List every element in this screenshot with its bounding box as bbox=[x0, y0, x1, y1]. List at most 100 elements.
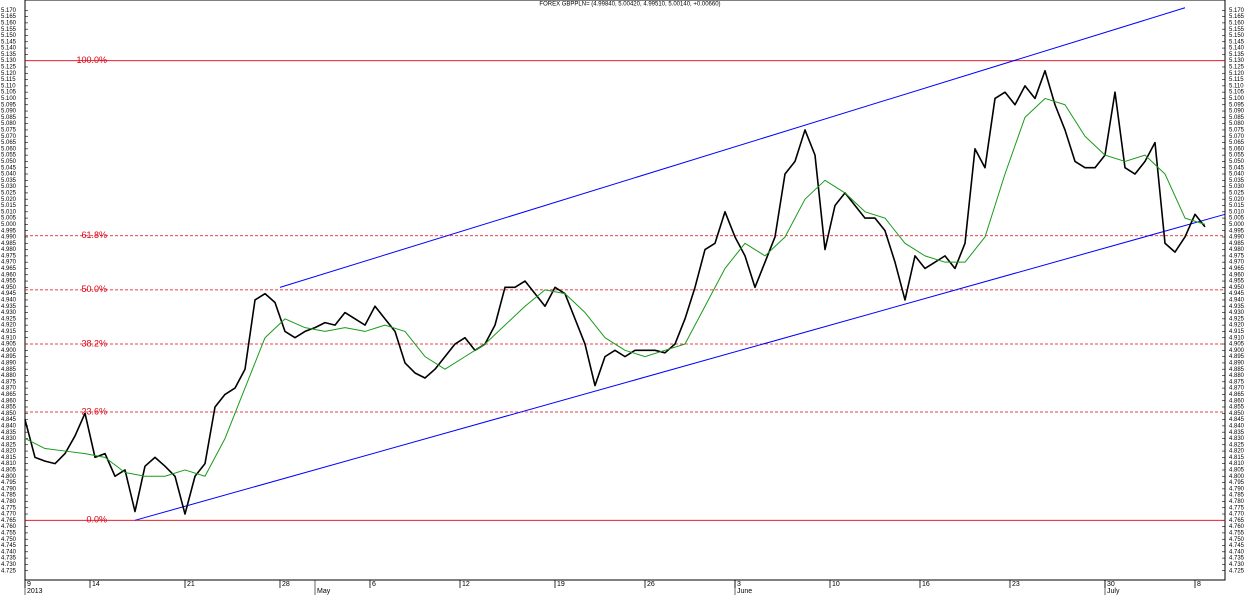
y-tick-label-left: 5.080 bbox=[1, 121, 17, 127]
y-tick-label-right: 5.095 bbox=[1229, 102, 1245, 108]
y-tick-label-left: 5.010 bbox=[1, 209, 17, 215]
y-tick-label-right: 4.805 bbox=[1229, 468, 1245, 474]
y-tick-label-left: 4.920 bbox=[1, 323, 17, 329]
y-tick-label-left: 4.880 bbox=[1, 373, 17, 379]
y-tick-label-left: 4.995 bbox=[1, 228, 17, 234]
y-tick-label-right: 4.995 bbox=[1229, 228, 1245, 234]
y-tick-label-right: 4.925 bbox=[1229, 316, 1245, 322]
y-tick-label-right: 5.170 bbox=[1229, 8, 1245, 14]
y-tick-label-left: 4.980 bbox=[1, 247, 17, 253]
y-tick-label-right: 4.735 bbox=[1229, 556, 1245, 562]
y-tick-label-left: 5.035 bbox=[1, 178, 17, 184]
y-tick-label-right: 5.140 bbox=[1229, 46, 1245, 52]
y-tick-label-left: 5.110 bbox=[1, 83, 16, 89]
y-tick-label-right: 4.840 bbox=[1229, 423, 1245, 429]
y-tick-label-right: 4.960 bbox=[1229, 272, 1245, 278]
y-tick-label-left: 4.795 bbox=[1, 480, 17, 486]
x-tick-label: 23 bbox=[1012, 581, 1020, 588]
y-tick-label-left: 5.015 bbox=[1, 203, 17, 209]
y-tick-label-right: 5.030 bbox=[1229, 184, 1245, 190]
y-tick-label-right: 4.770 bbox=[1229, 512, 1245, 518]
y-tick-label-right: 5.055 bbox=[1229, 153, 1245, 159]
chart-title: FOREX GBPPLN= (4.99840, 5.00420, 4.99510… bbox=[539, 2, 720, 8]
y-tick-label-right: 5.085 bbox=[1229, 115, 1245, 121]
y-tick-label-left: 5.040 bbox=[1, 172, 17, 178]
y-tick-label-left: 4.940 bbox=[1, 298, 17, 304]
y-tick-label-left: 5.100 bbox=[1, 96, 17, 102]
y-tick-label-left: 5.125 bbox=[1, 65, 17, 71]
y-tick-label-left: 5.120 bbox=[1, 71, 17, 77]
y-tick-label-right: 4.930 bbox=[1229, 310, 1245, 316]
y-tick-label-left: 4.740 bbox=[1, 549, 17, 555]
y-tick-label-right: 4.785 bbox=[1229, 493, 1245, 499]
y-tick-label-left: 4.875 bbox=[1, 379, 17, 385]
y-tick-label-left: 4.985 bbox=[1, 241, 17, 247]
y-tick-label-right: 4.945 bbox=[1229, 291, 1245, 297]
y-tick-label-left: 4.765 bbox=[1, 518, 17, 524]
y-tick-label-right: 4.955 bbox=[1229, 279, 1245, 285]
y-tick-label-right: 5.100 bbox=[1229, 96, 1245, 102]
y-tick-label-right: 4.790 bbox=[1229, 486, 1245, 492]
y-tick-label-right: 4.815 bbox=[1229, 455, 1245, 461]
period-label: July bbox=[1107, 588, 1120, 595]
y-tick-label-left: 4.890 bbox=[1, 360, 17, 366]
y-tick-label-right: 5.070 bbox=[1229, 134, 1245, 140]
y-tick-label-right: 4.920 bbox=[1229, 323, 1245, 329]
y-tick-label-left: 4.960 bbox=[1, 272, 17, 278]
price-line bbox=[24, 97, 1206, 477]
channel-line bbox=[134, 213, 1226, 521]
fib-level-label: 38.2% bbox=[81, 338, 107, 348]
y-tick-label-left: 5.020 bbox=[1, 197, 17, 203]
y-tick-label-left: 4.855 bbox=[1, 405, 17, 411]
y-tick-label-right: 4.795 bbox=[1229, 480, 1245, 486]
y-tick-label-left: 5.115 bbox=[1, 77, 16, 83]
y-tick-label-right: 5.115 bbox=[1229, 77, 1244, 83]
y-tick-label-right: 4.810 bbox=[1229, 461, 1245, 467]
y-tick-label-left: 4.970 bbox=[1, 260, 17, 266]
y-tick-label-right: 4.885 bbox=[1229, 367, 1245, 373]
y-tick-label-right: 4.730 bbox=[1229, 562, 1245, 568]
y-tick-label-right: 5.145 bbox=[1229, 39, 1245, 45]
y-tick-label-left: 4.885 bbox=[1, 367, 17, 373]
y-tick-label-right: 4.880 bbox=[1229, 373, 1245, 379]
y-tick-label-left: 4.910 bbox=[1, 335, 17, 341]
x-tick-label: 12 bbox=[462, 581, 470, 588]
x-tick-label: 10 bbox=[832, 581, 840, 588]
y-tick-label-left: 5.055 bbox=[1, 153, 17, 159]
y-tick-label-right: 5.150 bbox=[1229, 33, 1245, 39]
y-tick-label-right: 5.165 bbox=[1229, 14, 1245, 20]
y-tick-label-right: 4.725 bbox=[1229, 568, 1245, 574]
y-tick-label-right: 5.120 bbox=[1229, 71, 1245, 77]
y-tick-label-left: 4.790 bbox=[1, 486, 17, 492]
fib-level-label: 61.8% bbox=[81, 230, 107, 240]
y-tick-label-right: 4.985 bbox=[1229, 241, 1245, 247]
y-tick-label-left: 4.895 bbox=[1, 354, 17, 360]
y-tick-label-right: 5.020 bbox=[1229, 197, 1245, 203]
y-tick-label-left: 5.045 bbox=[1, 165, 17, 171]
y-tick-label-right: 4.915 bbox=[1229, 329, 1245, 335]
y-tick-label-left: 4.815 bbox=[1, 455, 17, 461]
fib-level-label: 23.6% bbox=[81, 406, 107, 416]
y-tick-label-left: 4.955 bbox=[1, 279, 17, 285]
y-tick-label-right: 5.130 bbox=[1229, 58, 1245, 64]
y-tick-label-right: 5.155 bbox=[1229, 27, 1245, 33]
channel-line bbox=[279, 7, 1186, 288]
y-tick-label-right: 4.935 bbox=[1229, 304, 1245, 310]
y-tick-label-right: 5.000 bbox=[1229, 222, 1245, 228]
y-tick-label-right: 5.015 bbox=[1229, 203, 1245, 209]
y-tick-label-right: 4.895 bbox=[1229, 354, 1245, 360]
y-tick-label-right: 4.990 bbox=[1229, 235, 1245, 241]
y-tick-label-right: 4.745 bbox=[1229, 543, 1245, 549]
y-tick-label-left: 4.750 bbox=[1, 537, 17, 543]
fib-level-label: 50.0% bbox=[81, 284, 107, 294]
y-tick-label-right: 4.860 bbox=[1229, 398, 1245, 404]
y-tick-label-left: 5.095 bbox=[1, 102, 17, 108]
y-tick-label-left: 5.070 bbox=[1, 134, 17, 140]
x-tick-label: 21 bbox=[187, 581, 195, 588]
fib-level-label: 100.0% bbox=[76, 55, 107, 65]
y-tick-label-right: 5.005 bbox=[1229, 216, 1245, 222]
y-tick-label-right: 5.065 bbox=[1229, 140, 1245, 146]
y-tick-label-right: 5.060 bbox=[1229, 146, 1245, 152]
y-tick-label-right: 4.775 bbox=[1229, 505, 1245, 511]
